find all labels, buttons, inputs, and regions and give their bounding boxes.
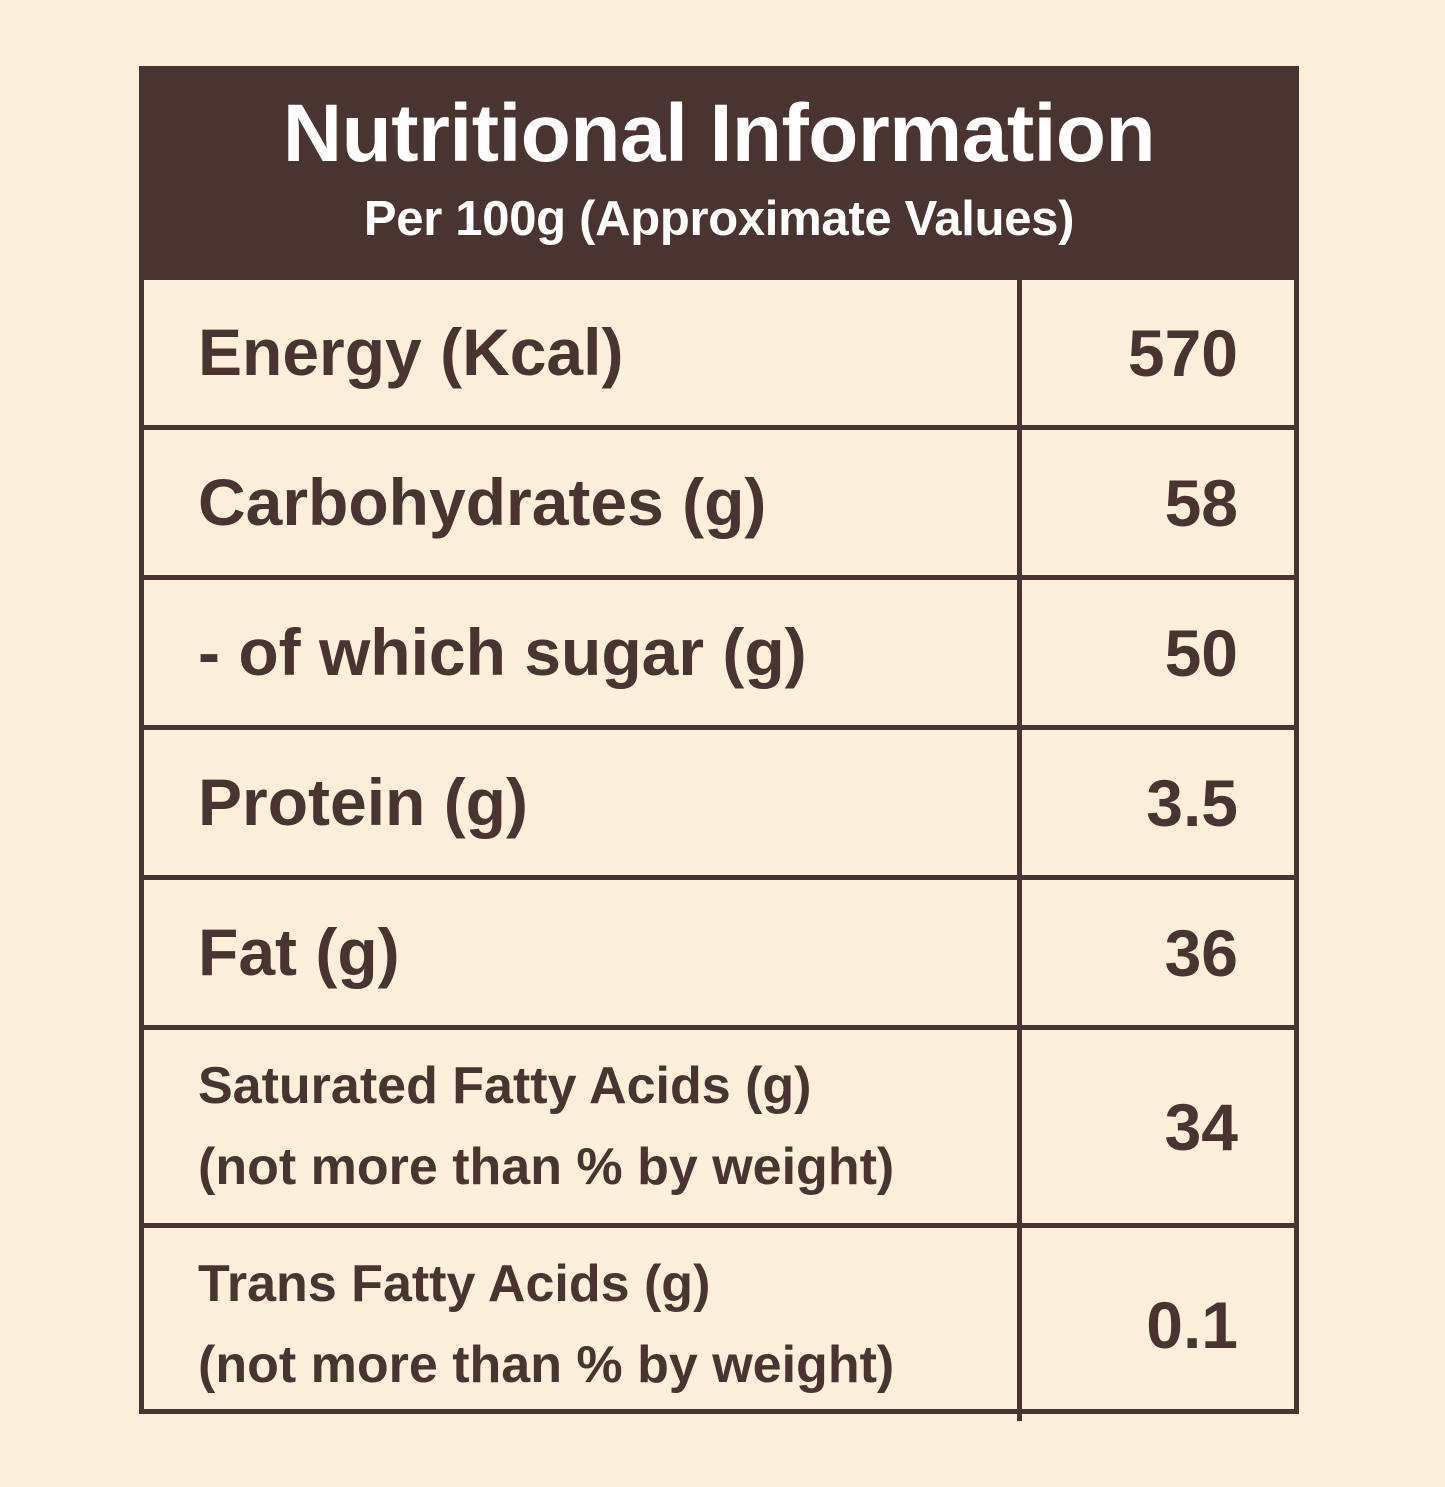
- nutrient-rows: Energy (Kcal) 570 Carbohydrates (g) 58 -…: [144, 280, 1294, 1421]
- nutrient-label: Fat (g): [144, 880, 1022, 1025]
- nutrient-label-line1: Trans Fatty Acids (g): [198, 1254, 711, 1313]
- nutrient-label: Carbohydrates (g): [144, 430, 1022, 575]
- nutrient-label-line2: (not more than % by weight): [198, 1335, 895, 1394]
- table-header: Nutritional Information Per 100g (Approx…: [144, 71, 1294, 280]
- row-protein: Protein (g) 3.5: [144, 725, 1294, 875]
- nutrient-label: Saturated Fatty Acids (g) (not more than…: [144, 1030, 1022, 1223]
- nutrition-table: Nutritional Information Per 100g (Approx…: [139, 66, 1299, 1421]
- nutrient-value: 3.5: [1146, 765, 1238, 840]
- nutrient-value: 50: [1164, 615, 1238, 690]
- nutrient-label: Energy (Kcal): [144, 280, 1022, 425]
- nutrient-value: 36: [1164, 915, 1238, 990]
- nutrient-label: - of which sugar (g): [144, 580, 1022, 725]
- row-fat: Fat (g) 36: [144, 875, 1294, 1025]
- nutrient-label: Protein (g): [144, 730, 1022, 875]
- nutrient-label-line1: Saturated Fatty Acids (g): [198, 1056, 812, 1115]
- row-carbohydrates: Carbohydrates (g) 58: [144, 425, 1294, 575]
- nutrient-label: Trans Fatty Acids (g) (not more than % b…: [144, 1228, 1022, 1421]
- row-saturated-fatty-acids: Saturated Fatty Acids (g) (not more than…: [144, 1025, 1294, 1223]
- table-subtitle: Per 100g (Approximate Values): [363, 192, 1075, 246]
- nutrient-label-line2: (not more than % by weight): [198, 1137, 895, 1196]
- row-energy: Energy (Kcal) 570: [144, 280, 1294, 425]
- nutrient-value: 570: [1127, 315, 1238, 390]
- table-title: Nutritional Information: [282, 88, 1156, 179]
- row-sugar: - of which sugar (g) 50: [144, 575, 1294, 725]
- row-trans-fatty-acids: Trans Fatty Acids (g) (not more than % b…: [144, 1223, 1294, 1421]
- nutrient-value: 34: [1164, 1089, 1238, 1164]
- nutrient-value: 58: [1164, 465, 1238, 540]
- nutrient-value: 0.1: [1146, 1287, 1238, 1362]
